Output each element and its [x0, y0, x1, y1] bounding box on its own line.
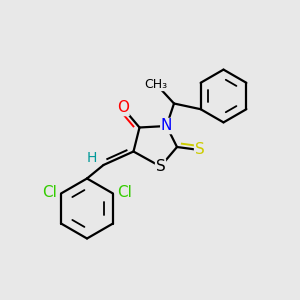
- Text: O: O: [117, 100, 129, 116]
- Text: N: N: [161, 118, 172, 134]
- Text: CH₃: CH₃: [144, 77, 168, 91]
- Text: S: S: [156, 159, 165, 174]
- Text: H: H: [86, 151, 97, 164]
- Text: Cl: Cl: [117, 185, 132, 200]
- Text: Cl: Cl: [42, 185, 57, 200]
- Text: S: S: [195, 142, 204, 158]
